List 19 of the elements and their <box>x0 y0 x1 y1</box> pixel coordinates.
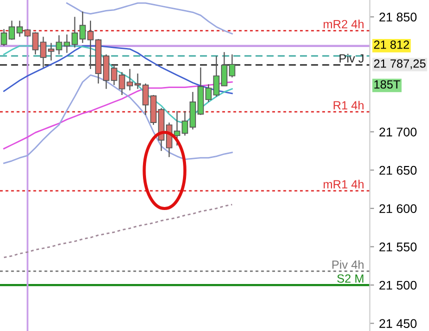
y-tick-label: 21 450 <box>379 319 417 328</box>
ref-line-label: S2 M <box>337 274 364 283</box>
y-tick-label: 21 600 <box>379 204 417 214</box>
y-tick-label: 21 700 <box>379 128 417 136</box>
line-series <box>3 74 233 164</box>
y-tick-label: 21 650 <box>379 166 417 175</box>
ref-line-label: Piv 4h <box>332 260 364 269</box>
ref-line-label: Piv J <box>340 54 364 63</box>
line-series <box>66 2 233 34</box>
text: 21 812 <box>374 40 410 49</box>
line-series <box>3 204 233 258</box>
ref-line-label: R1 4h <box>334 100 364 110</box>
y-tick-label: 21 550 <box>379 242 417 252</box>
text: 21 787,25 <box>374 59 426 70</box>
text: 185T <box>374 80 400 89</box>
ref-line-label: mR2 4h <box>324 20 364 28</box>
y-tick-label: 21 850 <box>379 12 417 22</box>
ref-line-label: mR1 4h <box>324 180 364 188</box>
y-tick-label: 21 500 <box>379 280 417 290</box>
